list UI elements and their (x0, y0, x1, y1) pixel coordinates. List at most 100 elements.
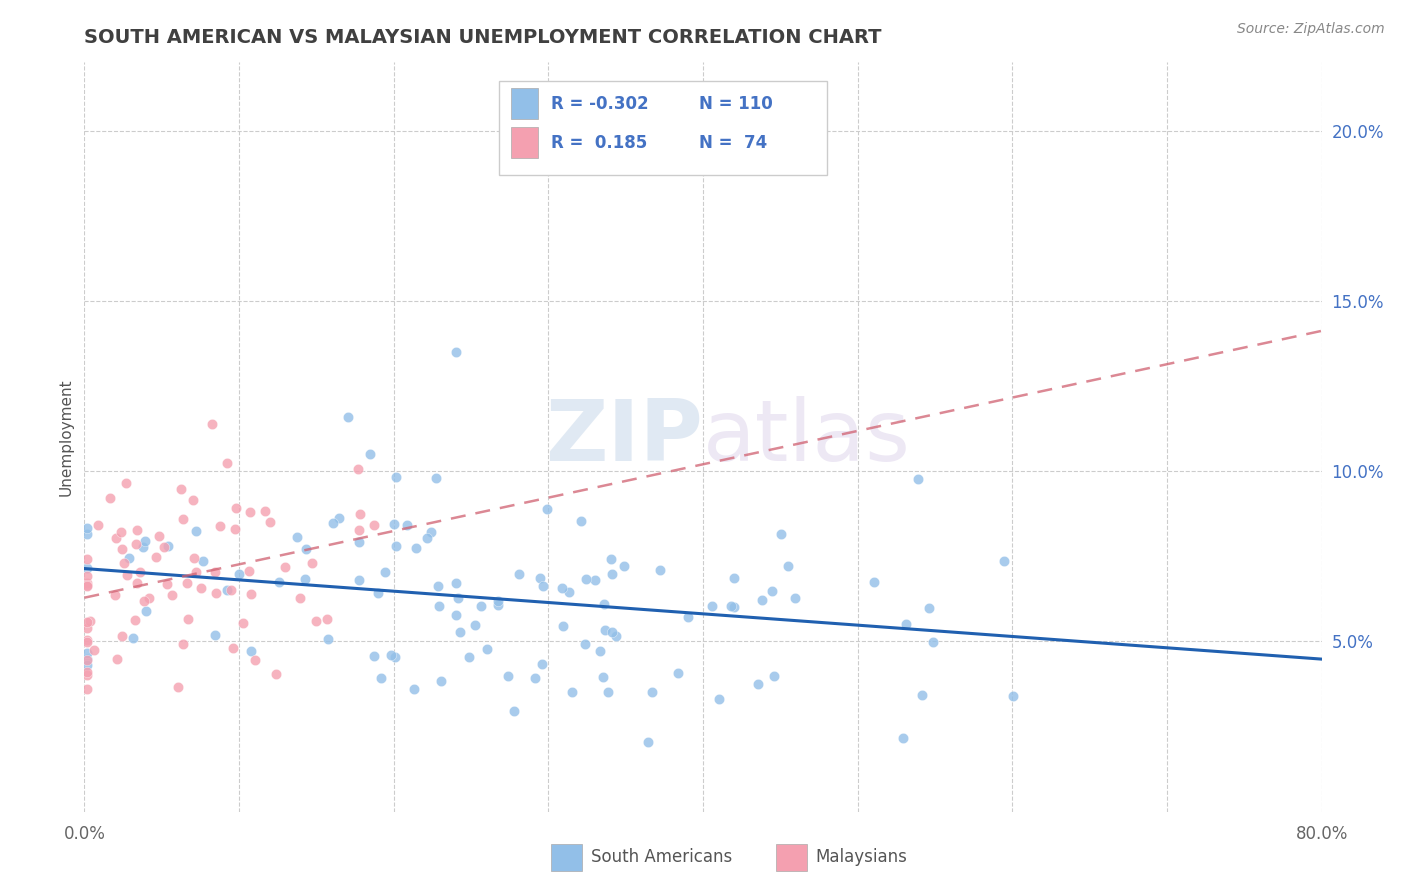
Point (316, 612, 339, 626)
Point (76, 579, 98, 593)
Point (225, 500, 247, 515)
Point (569, 514, 592, 528)
Point (104, 588, 127, 602)
Point (274, 560, 297, 574)
Point (205, 586, 228, 600)
Point (380, 648, 402, 663)
Point (405, 541, 427, 556)
Point (295, 541, 318, 556)
Point (76, 621, 98, 635)
Point (530, 657, 553, 672)
Point (637, 735, 659, 749)
Point (907, 472, 929, 486)
Point (553, 619, 575, 633)
Point (219, 582, 242, 597)
Point (76, 646, 98, 660)
Point (778, 559, 800, 574)
Point (160, 588, 183, 602)
Point (420, 525, 443, 540)
Point (561, 685, 583, 699)
Point (76, 635, 98, 649)
Point (190, 581, 212, 595)
Point (720, 599, 742, 614)
Point (336, 410, 359, 425)
Point (531, 579, 554, 593)
Text: Source: ZipAtlas.com: Source: ZipAtlas.com (1237, 22, 1385, 37)
Point (551, 582, 574, 596)
Point (239, 505, 262, 519)
Point (508, 567, 530, 582)
Point (1002, 690, 1025, 704)
Point (449, 624, 471, 639)
Point (110, 524, 132, 539)
Point (457, 649, 479, 664)
Point (751, 592, 773, 607)
Point (666, 666, 689, 681)
Point (641, 685, 664, 699)
Point (709, 692, 731, 706)
Point (105, 652, 128, 666)
Point (76, 632, 98, 647)
Point (382, 516, 405, 531)
Point (328, 511, 350, 525)
Point (83, 643, 105, 657)
Point (238, 564, 260, 578)
Point (305, 615, 328, 629)
Point (486, 593, 509, 607)
Point (76, 526, 98, 541)
Point (172, 637, 194, 651)
Point (288, 591, 311, 606)
Point (524, 671, 547, 685)
Point (993, 553, 1015, 567)
Point (359, 446, 381, 460)
Point (349, 535, 371, 549)
Point (132, 541, 155, 555)
Point (76, 569, 98, 583)
Point (558, 585, 581, 599)
Point (921, 635, 943, 649)
Point (76, 668, 98, 682)
Point (294, 573, 316, 587)
Point (115, 476, 138, 491)
Point (76, 561, 98, 575)
Point (153, 541, 176, 555)
Point (592, 597, 614, 611)
Point (253, 504, 276, 518)
Text: R = -0.302: R = -0.302 (551, 95, 648, 112)
Point (384, 649, 406, 664)
Point (135, 604, 157, 618)
Point (285, 530, 308, 544)
Point (118, 550, 141, 565)
Point (347, 573, 370, 587)
Point (863, 574, 886, 589)
Point (239, 587, 262, 601)
Point (374, 565, 396, 579)
Point (115, 568, 138, 582)
Point (201, 417, 224, 431)
Point (87, 517, 110, 532)
Point (676, 609, 699, 624)
Point (110, 541, 132, 556)
Point (613, 559, 636, 574)
Point (301, 556, 323, 570)
Point (384, 540, 406, 554)
Point (464, 617, 486, 632)
Point (496, 669, 519, 683)
Point (76, 576, 98, 591)
Point (583, 573, 606, 587)
Point (502, 705, 524, 719)
Point (918, 601, 941, 615)
Point (894, 616, 917, 631)
Point (370, 671, 392, 685)
Point (156, 576, 179, 591)
Text: South Americans: South Americans (591, 848, 731, 866)
Point (785, 591, 807, 606)
Point (427, 599, 450, 613)
Point (429, 674, 451, 689)
Text: N = 110: N = 110 (699, 95, 773, 112)
Point (911, 688, 934, 702)
Point (167, 680, 190, 694)
Text: ZIP: ZIP (546, 395, 703, 479)
Point (316, 632, 339, 646)
Point (76, 615, 98, 629)
